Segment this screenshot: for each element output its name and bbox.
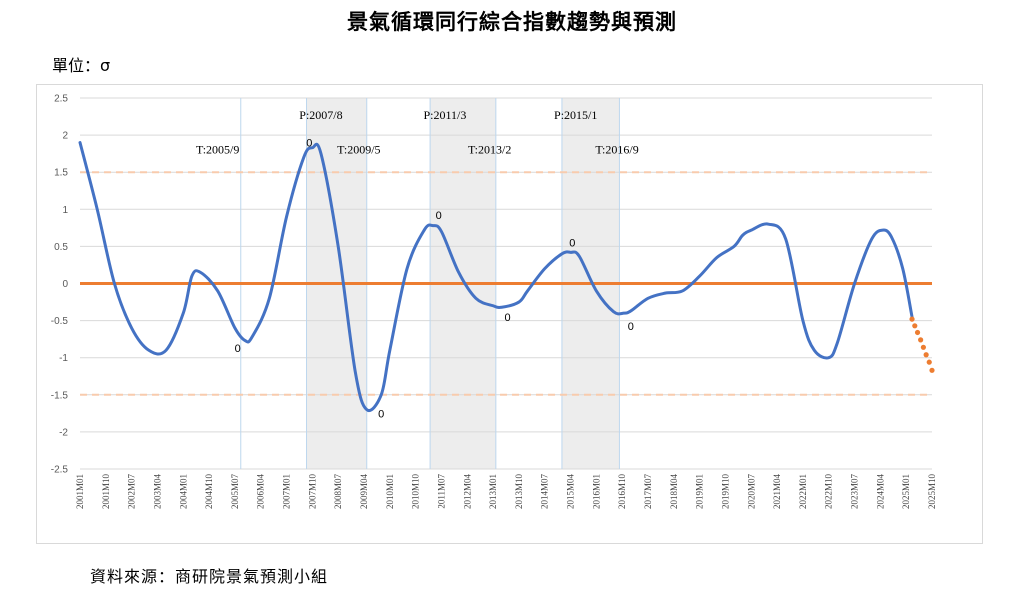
unit-label: 單位：σ <box>52 56 111 75</box>
x-tick-label: 2001M01 <box>75 474 85 509</box>
x-tick-label: 2010M10 <box>411 474 421 510</box>
x-tick-label: 2007M10 <box>307 474 317 510</box>
point-marker-label: 0 <box>504 312 510 324</box>
x-tick-label: 2009M04 <box>359 474 369 510</box>
x-tick-label: 2004M01 <box>178 474 188 509</box>
x-tick-label: 2005M07 <box>230 474 240 510</box>
turning-point-label: P:2007/8 <box>299 108 342 122</box>
x-tick-label: 2024M04 <box>875 474 885 510</box>
x-tick-label: 2002M07 <box>127 474 137 510</box>
forecast-point <box>914 329 921 336</box>
point-marker-label: 0 <box>436 210 442 222</box>
x-tick-label: 2025M01 <box>901 474 911 509</box>
turning-point-label: T:2009/5 <box>337 143 380 157</box>
x-tick-label: 2018M04 <box>669 474 679 510</box>
x-tick-label: 2003M04 <box>152 474 162 510</box>
y-tick-label: 1.5 <box>54 168 68 179</box>
x-tick-label: 2010M01 <box>385 474 395 509</box>
forecast-point <box>912 323 918 329</box>
point-marker-label: 0 <box>378 408 384 420</box>
x-tick-label: 2016M10 <box>617 474 627 510</box>
forecast-point <box>918 337 924 343</box>
point-marker-label: 0 <box>235 343 241 355</box>
turning-point-label: T:2013/2 <box>468 143 511 157</box>
y-tick-label: 0 <box>62 279 68 290</box>
x-tick-label: 2001M10 <box>101 474 111 510</box>
x-tick-label: 2020M07 <box>746 474 756 510</box>
x-tick-label: 2023M07 <box>850 474 860 510</box>
point-marker-label: 0 <box>306 138 312 150</box>
y-tick-label: -0.5 <box>51 316 69 327</box>
turning-point-label: P:2015/1 <box>554 108 597 122</box>
x-tick-label: 2022M10 <box>824 474 834 510</box>
x-tick-label: 2021M04 <box>772 474 782 510</box>
x-tick-label: 2017M07 <box>643 474 653 510</box>
x-tick-label: 2011M07 <box>436 474 446 509</box>
forecast-point <box>909 316 915 322</box>
x-tick-label: 2019M10 <box>720 474 730 510</box>
chart-frame <box>36 84 983 544</box>
forecast-point <box>926 359 932 365</box>
turning-point-label: T:2005/9 <box>196 143 239 157</box>
x-tick-label: 2013M01 <box>488 474 498 509</box>
x-tick-label: 2015M04 <box>566 474 576 510</box>
point-marker-label: 0 <box>628 321 634 333</box>
x-tick-label: 2014M07 <box>540 474 550 510</box>
y-tick-label: -2 <box>59 427 68 438</box>
series-line-0 <box>78 141 914 412</box>
x-tick-label: 2025M10 <box>927 474 937 510</box>
y-tick-label: -2.5 <box>51 465 69 476</box>
x-tick-label: 2022M01 <box>798 474 808 509</box>
x-tick-label: 2012M04 <box>462 474 472 510</box>
point-marker-label: 0 <box>569 238 575 250</box>
y-tick-label: 0.5 <box>54 242 68 253</box>
y-tick-label: 1 <box>62 205 68 216</box>
x-tick-label: 2013M10 <box>514 474 524 510</box>
forecast-point <box>923 352 929 358</box>
turning-point-label: P:2011/3 <box>423 108 466 122</box>
y-tick-label: -1 <box>59 353 68 364</box>
page-title: 景氣循環同行綜合指數趨勢與預測 <box>347 9 677 34</box>
forecast-point <box>929 367 935 373</box>
y-tick-label: 2.5 <box>54 94 68 105</box>
x-tick-label: 2006M04 <box>256 474 266 510</box>
source-note: 資料來源：商研院景氣預測小組 <box>90 567 329 586</box>
turning-point-label: T:2016/9 <box>595 143 638 157</box>
forecast-point <box>920 344 926 350</box>
x-tick-label: 2007M01 <box>282 474 292 509</box>
y-tick-label: -1.5 <box>51 390 69 401</box>
y-tick-label: 2 <box>62 131 68 142</box>
x-tick-label: 2016M01 <box>591 474 601 509</box>
x-tick-label: 2008M07 <box>333 474 343 510</box>
x-tick-label: 2019M01 <box>695 474 705 509</box>
x-tick-label: 2004M10 <box>204 474 214 510</box>
